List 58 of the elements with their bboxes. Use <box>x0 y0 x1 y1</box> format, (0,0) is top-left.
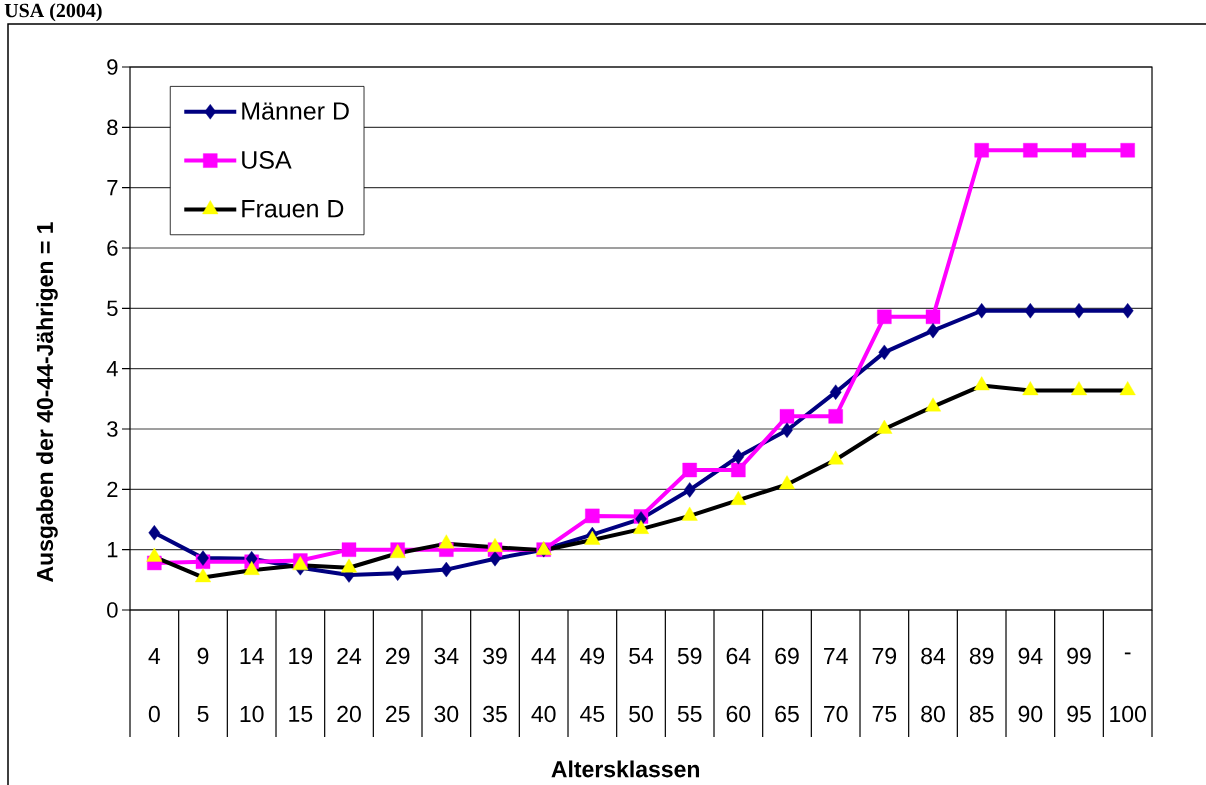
y-tick-label: 6 <box>107 240 118 256</box>
x-tick-label: 79 <box>872 647 897 665</box>
y-tick-label: 0 <box>107 602 118 618</box>
x-tick-label: 69 <box>775 647 799 665</box>
y-tick-label: 8 <box>107 119 118 136</box>
x-tick-label: 4 <box>148 648 161 664</box>
text: 10 <box>240 705 264 723</box>
text: 40 <box>531 705 556 723</box>
x-tick-label: 9 <box>197 647 209 665</box>
y-axis-title: Ausgaben der 40-44-Jährigen = 1 <box>36 222 58 583</box>
text: 90 <box>1018 705 1043 723</box>
x-tick-label: 54 <box>629 647 654 665</box>
y-tick-label: 7 <box>107 180 118 196</box>
x-tick-label: 44 <box>531 648 556 664</box>
x-tick-label: 34 <box>434 647 459 665</box>
y-tick-label: 2 <box>107 481 118 498</box>
text: 25 <box>386 705 410 723</box>
text: 45 <box>580 705 605 723</box>
legend-label: Frauen D <box>242 200 344 218</box>
x-tick-label: 19 <box>289 647 313 665</box>
x-tick-label: 94 <box>1018 647 1043 665</box>
text: 75 <box>872 705 897 723</box>
text: 35 <box>483 705 507 723</box>
y-tick-label: 3 <box>107 421 118 437</box>
text: 60 <box>726 705 751 723</box>
text: 0 <box>148 705 160 723</box>
text: 30 <box>434 705 459 723</box>
text: 55 <box>677 705 702 723</box>
text: 5 <box>197 705 209 723</box>
legend-label: Männer D <box>242 102 349 120</box>
y-tick-label: 9 <box>107 59 118 75</box>
x-tick-label: 49 <box>580 647 605 665</box>
x-tick-label: 84 <box>921 647 946 665</box>
legend-label: USA <box>242 151 292 169</box>
x-axis-title: Altersklassen <box>551 760 700 778</box>
x-tick-label: 64 <box>726 647 751 665</box>
y-tick-label: 1 <box>107 542 118 558</box>
text: 80 <box>921 705 945 723</box>
x-tick-label: 39 <box>483 647 507 665</box>
text: 100 <box>1110 705 1146 723</box>
x-tick-label: 29 <box>386 647 410 665</box>
x-tick-label: - <box>1124 652 1131 655</box>
chart-title: USA (2004) <box>4 3 102 22</box>
text: 85 <box>969 705 994 723</box>
x-tick-label: 59 <box>677 647 702 665</box>
x-tick-label: 99 <box>1067 647 1091 665</box>
x-tick-label: 89 <box>969 647 994 665</box>
text: 15 <box>289 705 313 723</box>
text: 20 <box>337 705 361 723</box>
text: 70 <box>824 705 848 723</box>
text: 65 <box>775 705 799 723</box>
y-tick-label: 5 <box>107 300 118 317</box>
text: 95 <box>1067 705 1091 723</box>
x-tick-label: 24 <box>337 647 362 665</box>
x-tick-label: 14 <box>240 648 264 664</box>
y-tick-label: 4 <box>106 361 118 377</box>
text: 50 <box>629 705 653 723</box>
x-tick-label: 74 <box>824 648 848 664</box>
